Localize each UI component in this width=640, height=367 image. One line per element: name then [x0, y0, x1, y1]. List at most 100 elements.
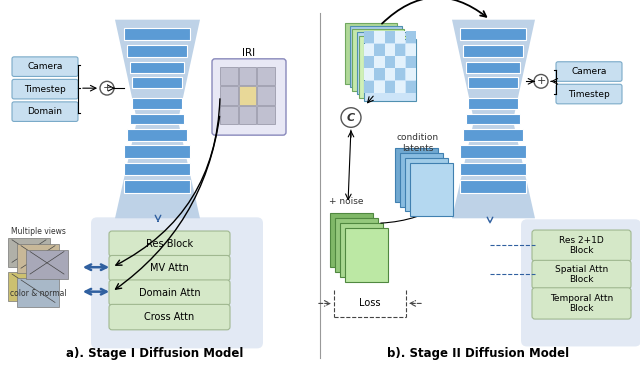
Bar — [460, 163, 526, 175]
Bar — [385, 81, 395, 93]
Text: Loss: Loss — [359, 298, 381, 308]
Bar — [385, 56, 395, 68]
Bar — [26, 250, 68, 279]
Text: Camera: Camera — [28, 62, 63, 71]
Bar — [127, 129, 187, 141]
Bar — [385, 44, 395, 56]
FancyBboxPatch shape — [556, 84, 622, 104]
Bar — [396, 68, 405, 80]
Text: Domain: Domain — [28, 107, 63, 116]
Bar — [364, 56, 374, 68]
Text: Res 2+1D
Block: Res 2+1D Block — [559, 236, 604, 255]
Bar — [124, 180, 190, 193]
FancyBboxPatch shape — [12, 57, 78, 76]
Bar — [239, 67, 257, 85]
Bar — [345, 23, 397, 84]
Bar — [374, 56, 385, 68]
Polygon shape — [452, 20, 535, 218]
Text: a). Stage I Diffusion Model: a). Stage I Diffusion Model — [67, 347, 244, 360]
Bar — [239, 86, 257, 105]
Bar — [463, 129, 523, 141]
Bar — [406, 56, 416, 68]
Text: Temporal Attn
Block: Temporal Attn Block — [550, 294, 613, 313]
Bar — [364, 44, 374, 56]
FancyBboxPatch shape — [521, 219, 640, 346]
Bar — [460, 180, 526, 193]
Bar — [364, 81, 374, 93]
Text: C: C — [347, 113, 355, 123]
Bar — [124, 145, 190, 158]
Bar — [364, 68, 374, 80]
FancyBboxPatch shape — [532, 260, 631, 289]
Bar — [463, 45, 523, 57]
Bar — [396, 81, 405, 93]
Bar — [8, 238, 50, 267]
FancyBboxPatch shape — [12, 102, 78, 121]
Bar — [364, 39, 416, 101]
Text: color & normal: color & normal — [10, 289, 67, 298]
Text: IRI: IRI — [243, 48, 255, 58]
Bar — [359, 36, 411, 98]
FancyBboxPatch shape — [109, 255, 230, 281]
Circle shape — [100, 81, 114, 95]
FancyBboxPatch shape — [109, 280, 230, 305]
Bar — [396, 32, 405, 43]
Bar — [257, 86, 275, 105]
Text: Domain Attn: Domain Attn — [139, 288, 200, 298]
FancyBboxPatch shape — [109, 304, 230, 330]
Bar — [130, 114, 184, 124]
Bar — [239, 106, 257, 124]
Bar — [352, 29, 404, 91]
Text: Camera: Camera — [572, 67, 607, 76]
Text: Res Block: Res Block — [146, 239, 193, 249]
FancyBboxPatch shape — [532, 230, 631, 261]
Bar — [406, 44, 416, 56]
Bar — [124, 163, 190, 175]
Bar — [405, 158, 448, 211]
Text: Spatial Attn
Block: Spatial Attn Block — [555, 265, 608, 284]
Bar — [385, 32, 395, 43]
Bar — [400, 153, 443, 207]
Bar — [127, 45, 187, 57]
Circle shape — [341, 108, 361, 127]
Text: Multiple views: Multiple views — [11, 226, 65, 236]
Bar — [385, 68, 395, 80]
Text: Timestep: Timestep — [24, 85, 66, 94]
Bar — [132, 98, 182, 109]
Bar — [406, 68, 416, 80]
FancyBboxPatch shape — [109, 231, 230, 257]
Bar — [468, 98, 518, 109]
Circle shape — [534, 75, 548, 88]
Text: condition
latents: condition latents — [397, 133, 439, 153]
Bar — [220, 86, 237, 105]
Polygon shape — [115, 20, 200, 218]
Bar — [374, 32, 385, 43]
Bar — [350, 26, 402, 87]
Bar — [460, 28, 526, 40]
Bar — [132, 77, 182, 88]
Bar — [345, 228, 388, 282]
Bar — [340, 223, 383, 277]
Bar — [406, 81, 416, 93]
Bar — [335, 218, 378, 272]
Bar — [124, 28, 190, 40]
Bar — [257, 106, 275, 124]
Text: Timestep: Timestep — [568, 90, 610, 99]
Text: MV Attn: MV Attn — [150, 263, 189, 273]
FancyBboxPatch shape — [212, 59, 286, 135]
Bar — [374, 68, 385, 80]
Bar — [466, 62, 520, 73]
Text: b). Stage II Diffusion Model: b). Stage II Diffusion Model — [387, 347, 569, 360]
Bar — [17, 278, 59, 307]
Bar — [410, 163, 453, 216]
Bar — [395, 148, 438, 201]
Bar — [466, 114, 520, 124]
Bar — [396, 56, 405, 68]
Bar — [357, 32, 409, 94]
Text: + noise: + noise — [329, 197, 364, 206]
Bar — [406, 32, 416, 43]
FancyBboxPatch shape — [12, 79, 78, 99]
Bar — [8, 272, 50, 301]
FancyBboxPatch shape — [532, 288, 631, 319]
Bar — [460, 145, 526, 158]
